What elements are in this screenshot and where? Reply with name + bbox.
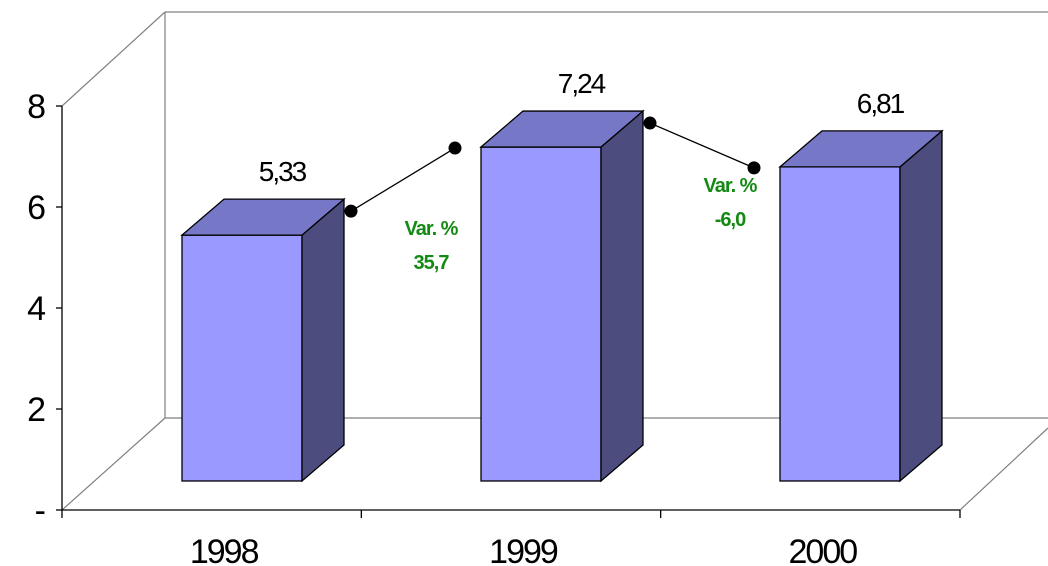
bar-side-face [899,129,943,483]
bar [778,129,944,483]
variation-annotation-value: -6,0 [715,209,746,231]
bar [479,109,645,483]
variation-marker [344,204,358,218]
bar-front-face [181,234,303,482]
bar-value-label: 6,81 [857,88,905,119]
variation-line [649,122,755,169]
side-wall-top-edge [61,11,166,107]
labels: 5,33 7,24 6,81 Var. % 35,7 Var. % -6,0 [259,68,907,274]
bar-front-face [480,146,602,482]
y-tick-label: 2 [27,391,45,429]
y-tick-label: - [35,492,45,530]
bar-top-face [479,110,645,148]
variation-connectors [344,116,761,218]
variation-annotation: Var. % 35,7 [405,218,460,274]
variation-annotation: Var. % -6,0 [704,175,759,231]
bar-side-face [301,197,345,483]
variation-marker [747,161,761,175]
bar-top-face [180,198,346,236]
floor-left-edge [61,417,166,511]
y-tick-label: 6 [27,189,45,227]
bar-front-face [779,166,901,482]
bar-value-label: 7,24 [558,68,606,99]
x-tick-label: 1999 [489,533,558,566]
variation-annotation-value: 35,7 [414,252,450,274]
x-axis-ticks: 1998 1999 2000 [61,510,961,566]
bar-top-face [778,130,944,168]
variation-marker [448,141,462,155]
x-tick-label: 1998 [190,533,259,566]
variation-marker [643,116,657,130]
variation-annotation-label: Var. % [704,175,758,197]
bar-value-label: 5,33 [259,156,307,187]
x-tick-label: 2000 [789,533,858,566]
variation-line [350,147,456,212]
bars [180,109,944,483]
variation-annotation-label: Var. % [405,218,459,240]
bar [180,197,346,483]
y-tick-label: 8 [27,88,45,126]
bar-side-face [600,109,644,483]
y-tick-label: 4 [27,290,45,328]
y-axis-ticks: - 2 4 6 8 [27,88,62,530]
floor-right-edge [959,427,1048,511]
